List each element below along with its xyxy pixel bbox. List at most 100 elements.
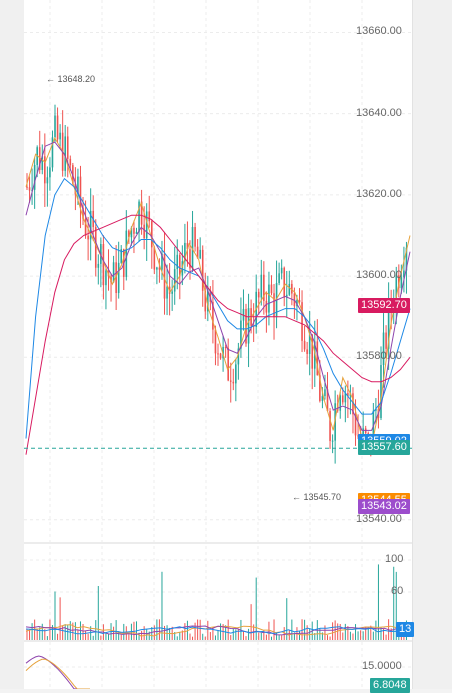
candle: [308, 310, 311, 376]
candle: [263, 261, 265, 315]
candle: [64, 124, 66, 177]
candle: [403, 246, 405, 293]
volume-ma-line: [25, 625, 411, 636]
price-axis-tick: 13660.00: [356, 25, 402, 38]
ma-line: [25, 214, 411, 455]
candle: [184, 223, 186, 274]
ma-line: [25, 141, 411, 431]
candle: [237, 342, 240, 380]
candle: [28, 176, 31, 203]
candle: [94, 219, 97, 277]
candle: [207, 275, 209, 322]
last-price-tag: 13557.60: [358, 440, 410, 456]
candle: [201, 245, 204, 307]
candle: [331, 434, 334, 454]
indicator-axis-tick: 15.0000: [362, 660, 402, 672]
candle: [171, 279, 173, 311]
candle: [303, 325, 306, 352]
candle: [306, 341, 308, 365]
candle: [265, 291, 268, 333]
price-axis-tick: 13640.00: [356, 106, 402, 119]
candle: [56, 107, 59, 144]
candle: [235, 358, 237, 402]
candle: [161, 240, 163, 280]
candle: [133, 220, 135, 254]
candle: [49, 157, 51, 191]
candle: [191, 210, 194, 273]
candle: [100, 237, 102, 288]
candle: [387, 282, 390, 370]
low-price-marker: ← 13545.70: [292, 491, 342, 502]
candle: [347, 380, 349, 418]
candle: [273, 284, 275, 340]
ma-purple-tag: 13543.02: [358, 499, 410, 515]
candle: [354, 399, 357, 446]
candle: [344, 385, 347, 423]
candle: [339, 391, 342, 419]
candle: [163, 231, 166, 315]
candle: [400, 264, 403, 294]
candle: [275, 260, 278, 329]
candle: [224, 344, 227, 358]
candle: [31, 168, 33, 205]
candle: [385, 325, 387, 359]
candle: [97, 254, 100, 285]
candle: [166, 264, 168, 316]
candle: [260, 259, 263, 306]
candle: [135, 227, 138, 234]
high-price-marker: ← 13648.20: [46, 74, 96, 85]
indicator-line: [25, 658, 90, 689]
candle: [232, 368, 235, 391]
candle: [291, 280, 293, 306]
candle: [257, 288, 260, 315]
candle: [89, 188, 92, 261]
indicator-line: [25, 655, 90, 689]
volume-axis-tick: 60: [391, 585, 404, 597]
candle: [199, 237, 201, 260]
volume-value-tag: 13: [396, 621, 415, 637]
candle: [214, 325, 217, 366]
ma-line: [25, 177, 411, 439]
candle: [242, 289, 245, 331]
candle: [156, 266, 158, 285]
candle: [204, 272, 207, 319]
candle: [26, 173, 28, 191]
candle: [194, 222, 196, 252]
candle: [196, 238, 199, 259]
candle: [148, 195, 151, 228]
price-axis-tick: 13580.00: [356, 350, 402, 363]
candle: [46, 166, 49, 207]
candle: [288, 270, 291, 297]
candle: [227, 338, 229, 382]
candle: [268, 271, 270, 326]
candle: [87, 216, 89, 261]
volume-ma-line: [25, 626, 411, 635]
candle: [138, 199, 140, 242]
candle: [66, 126, 69, 178]
candle: [301, 290, 303, 353]
candle: [217, 343, 219, 366]
candle: [115, 245, 117, 311]
candle: [120, 245, 123, 264]
indicator-value-tag: 6.8048: [370, 678, 410, 693]
candles: [26, 104, 408, 464]
candle: [125, 210, 128, 281]
candle: [102, 235, 105, 300]
candle: [212, 280, 214, 344]
candle: [61, 110, 64, 177]
candle: [270, 275, 273, 296]
candle: [105, 268, 107, 310]
candle: [158, 258, 161, 283]
candle: [298, 288, 301, 305]
candle: [173, 246, 176, 305]
ma-red-tag: 13592.70: [358, 297, 410, 313]
candle: [54, 104, 56, 144]
candle: [285, 270, 288, 318]
candle: [189, 240, 191, 280]
price-axis-tick: 13600.00: [356, 269, 402, 282]
volume-bars: [26, 564, 407, 640]
candle: [247, 293, 250, 368]
price-axis[interactable]: [412, 0, 452, 689]
